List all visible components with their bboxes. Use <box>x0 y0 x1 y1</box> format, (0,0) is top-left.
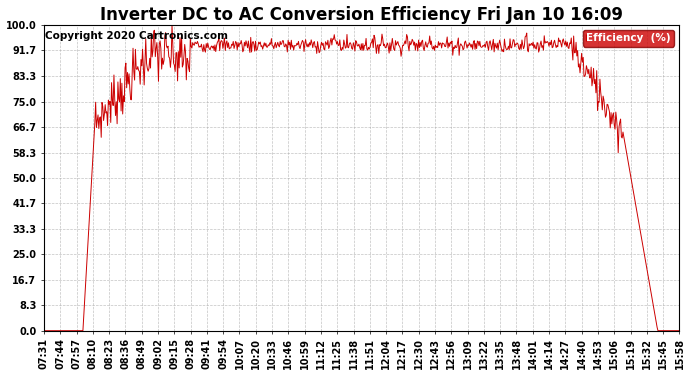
Text: Copyright 2020 Cartronics.com: Copyright 2020 Cartronics.com <box>46 31 228 41</box>
Legend: Efficiency  (%): Efficiency (%) <box>583 30 674 46</box>
Title: Inverter DC to AC Conversion Efficiency Fri Jan 10 16:09: Inverter DC to AC Conversion Efficiency … <box>100 6 623 24</box>
